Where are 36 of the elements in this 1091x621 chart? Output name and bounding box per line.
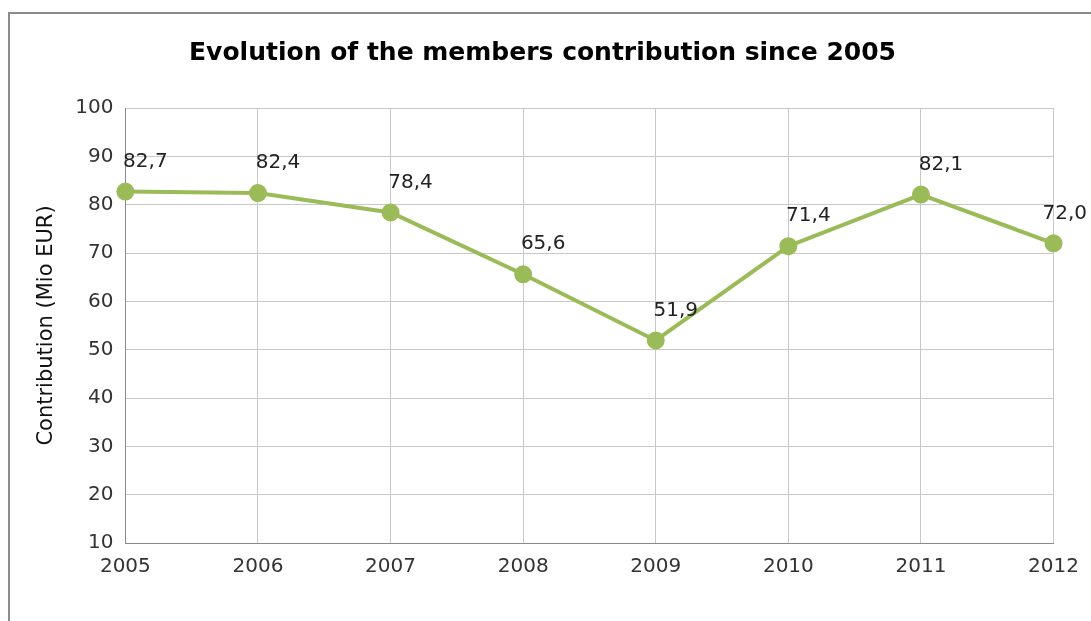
x-tick-label: 2011 (895, 553, 947, 578)
y-tick-label: 10 (87, 529, 114, 554)
y-tick-label: 60 (87, 287, 114, 312)
y-tick-label: 20 (87, 480, 114, 505)
y-tick-label: 30 (87, 432, 114, 457)
point (1044, 234, 1063, 253)
y-tick-label: 90 (87, 142, 114, 167)
chart-title: Evolution of the members contribution since 2005 (189, 36, 896, 66)
data-label: 72,0 (1042, 199, 1087, 224)
point (911, 185, 930, 204)
x-tick-label: 2006 (232, 553, 284, 578)
y-tick-label: 100 (75, 94, 114, 119)
data-label: 78,4 (388, 168, 433, 193)
x-tick-label: 2010 (762, 553, 814, 578)
point (248, 184, 267, 203)
point (646, 331, 665, 350)
data-label: 51,9 (653, 296, 699, 321)
x-tick-label: 2012 (1028, 553, 1079, 578)
data-label: 65,6 (520, 230, 566, 255)
point (381, 203, 400, 222)
x-tick-label: 2009 (630, 553, 682, 578)
x-tick-label: 2007 (365, 553, 417, 578)
data-label: 71,4 (786, 202, 831, 227)
point (514, 265, 533, 284)
point (779, 237, 798, 256)
y-tick-label: 80 (87, 190, 114, 215)
y-tick-label: 50 (87, 335, 114, 360)
y-axis-title: Contribution (Mio EUR) (33, 205, 58, 446)
data-label: 82,1 (918, 150, 964, 175)
point (116, 182, 135, 201)
y-tick-label: 40 (87, 384, 114, 409)
x-tick-label: 2005 (99, 553, 151, 578)
data-label: 82,4 (255, 149, 301, 174)
x-tick-label: 2008 (497, 553, 549, 578)
data-label: 82,7 (123, 147, 168, 172)
y-tick-label: 70 (87, 239, 114, 264)
